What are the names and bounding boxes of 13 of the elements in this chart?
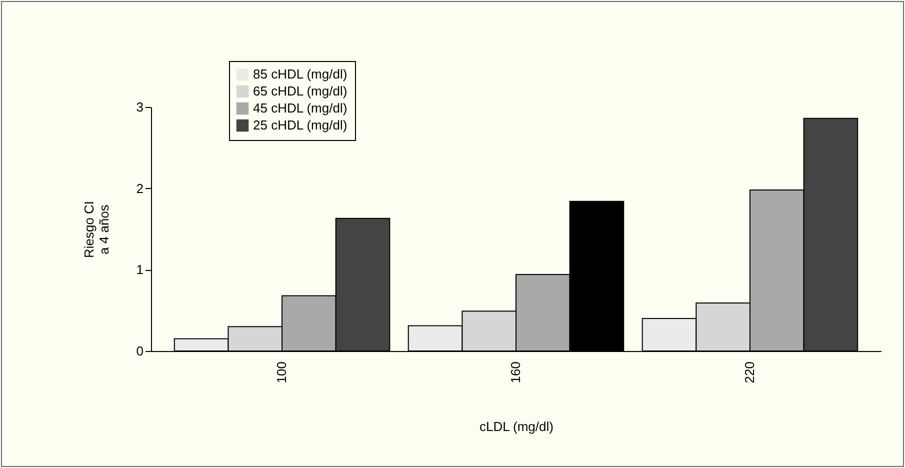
x-tick-label: 100 bbox=[274, 362, 290, 384]
legend-label: 65 cHDL (mg/dl) bbox=[253, 84, 348, 98]
y-tick-label: 2 bbox=[136, 180, 144, 196]
x-tick-label: 220 bbox=[742, 362, 757, 384]
legend-label: 45 cHDL (mg/dl) bbox=[253, 100, 348, 116]
y-axis-title: Riesgo CI a 4 años bbox=[81, 200, 112, 258]
legend-label: 85 cHDL (mg/dl) bbox=[253, 66, 348, 82]
legend-label: 25 cHDL (mg/dl) bbox=[253, 118, 348, 132]
x-tick-label: 160 bbox=[508, 362, 523, 384]
y-tick-label: 1 bbox=[136, 262, 144, 278]
x-axis-title: cLDL (mg/dl) bbox=[480, 419, 554, 434]
y-tick-label: 0 bbox=[136, 344, 144, 358]
y-tick-label: 3 bbox=[136, 100, 144, 114]
